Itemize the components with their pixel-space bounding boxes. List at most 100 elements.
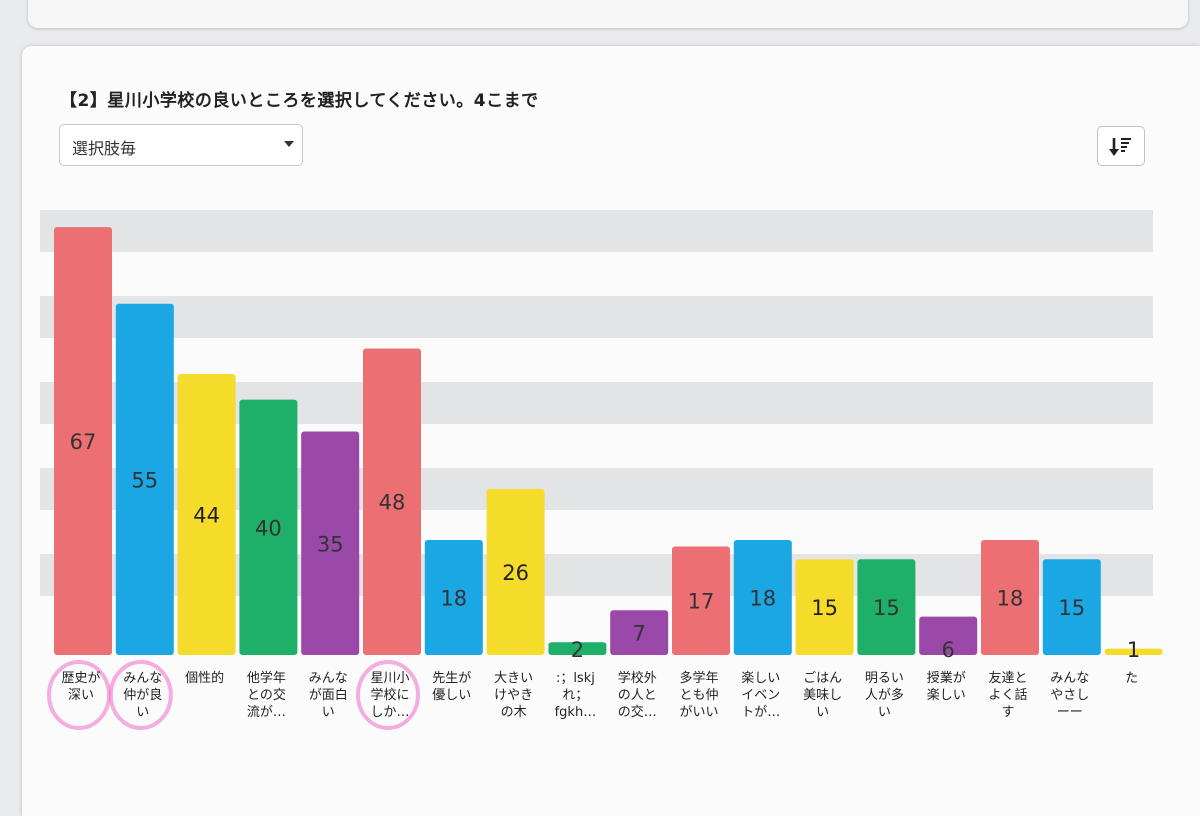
bar[interactable] [239, 399, 298, 655]
bar[interactable] [733, 540, 792, 655]
category-label-line: 学校外 [618, 670, 657, 686]
bar-value-label: 1 [1127, 638, 1140, 662]
bar-value-label: 6 [942, 638, 955, 662]
category-label-line: 多学年 [679, 670, 718, 686]
bar-value-label: 18 [440, 587, 467, 611]
category-label-line: 友達と [988, 670, 1027, 686]
category-label-line: た [1125, 671, 1138, 686]
category-label-line: の人と [618, 688, 657, 703]
grid-band [40, 296, 1153, 338]
category-label-line: しか… [370, 705, 409, 720]
category-label-line: が面白 [309, 687, 348, 703]
category-label: 楽しいイベントが… [741, 670, 780, 720]
bar[interactable] [54, 227, 112, 655]
bar-value-label: 67 [70, 430, 97, 454]
highlight-circle [108, 660, 173, 730]
bar[interactable] [301, 431, 360, 656]
category-label-line: ごはん [803, 670, 842, 686]
bar[interactable] [981, 540, 1039, 655]
view-mode-select[interactable]: 選択肢毎 [59, 124, 303, 166]
bar-value-label: 2 [571, 638, 584, 662]
category-label-line: みんな [309, 671, 348, 686]
category-label-line: イベン [741, 688, 780, 703]
category-label-line: みんな [123, 671, 162, 686]
category-label-line: 楽しい [927, 687, 966, 703]
bar-value-label: 18 [749, 587, 776, 611]
bar-value-label: 15 [873, 596, 900, 620]
caret-down-icon [284, 141, 294, 147]
category-label: 他学年との交流が… [247, 670, 286, 720]
category-label-line: やさし [1050, 688, 1089, 703]
bar-value-label: 15 [811, 596, 838, 620]
category-label: 学校外の人との交… [618, 670, 657, 720]
category-label-line: みんな [1050, 671, 1089, 686]
category-label-line: 授業が [927, 670, 966, 686]
bar[interactable] [486, 488, 545, 655]
category-label-line: 深い [68, 688, 94, 703]
category-label: :；lskj れ； fgkh… [555, 671, 597, 720]
category-label-line: とも仲 [679, 688, 718, 703]
grid-band [40, 210, 1153, 252]
view-mode-select-value: 選択肢毎 [72, 139, 137, 158]
bar-value-label: 44 [193, 504, 220, 528]
bar[interactable] [424, 540, 483, 655]
category-label-line: 流が… [247, 705, 286, 720]
category-label-line: fgkh… [555, 705, 597, 720]
category-label-line: 美味し [803, 688, 842, 703]
bar-value-label: 18 [997, 587, 1024, 611]
bar-value-label: 17 [688, 590, 715, 614]
category-label-line: 楽しい [741, 670, 780, 686]
bar[interactable] [1042, 559, 1101, 655]
category-label: 星川小学校にしか… [356, 660, 420, 730]
previous-question-card [28, 0, 1188, 28]
category-label-line: けやき [494, 688, 533, 703]
category-label-line: 学校に [370, 687, 409, 703]
bar-value-label: 7 [633, 622, 646, 646]
sort-button[interactable] [1097, 126, 1145, 166]
bar[interactable] [363, 348, 421, 655]
category-label: た [1125, 671, 1138, 686]
bar-value-label: 35 [317, 532, 344, 556]
bar-value-label: 55 [131, 468, 158, 492]
category-label-line: よく話 [988, 687, 1027, 703]
category-label-line: い [136, 705, 149, 720]
bar-value-label: 26 [502, 561, 529, 585]
bar[interactable] [795, 559, 854, 655]
bar[interactable] [857, 559, 916, 655]
bar-value-label: 40 [255, 516, 282, 540]
category-label-line: い [878, 705, 891, 720]
category-label-line: 明るい [865, 671, 904, 686]
category-label-line: れ； [562, 688, 588, 703]
category-label-line: 他学年 [247, 670, 286, 686]
bar[interactable] [1104, 648, 1163, 655]
bar-value-label: 15 [1058, 596, 1085, 620]
category-label: 個性的 [185, 670, 224, 686]
bar[interactable] [177, 374, 236, 655]
category-label-line: :；lskj [556, 671, 595, 686]
bar[interactable] [919, 616, 978, 655]
category-label-line: 仲が良 [123, 687, 162, 703]
bar-value-label: 48 [379, 491, 406, 515]
category-label-line: 星川小 [370, 671, 409, 686]
category-label-line: の木 [501, 705, 527, 720]
category-label-line: ーー [1057, 705, 1083, 720]
category-label-line: い [816, 705, 829, 720]
category-label-line: 大きい [494, 671, 533, 686]
category-label-line: 人が多 [865, 687, 904, 703]
category-label-line: 優しい [432, 688, 471, 703]
bar[interactable] [548, 642, 607, 655]
bar[interactable] [610, 610, 669, 655]
bar[interactable] [672, 546, 730, 655]
category-label-line: との交 [247, 687, 286, 703]
category-label-line: 先生が [432, 671, 471, 686]
bar[interactable] [115, 303, 174, 655]
